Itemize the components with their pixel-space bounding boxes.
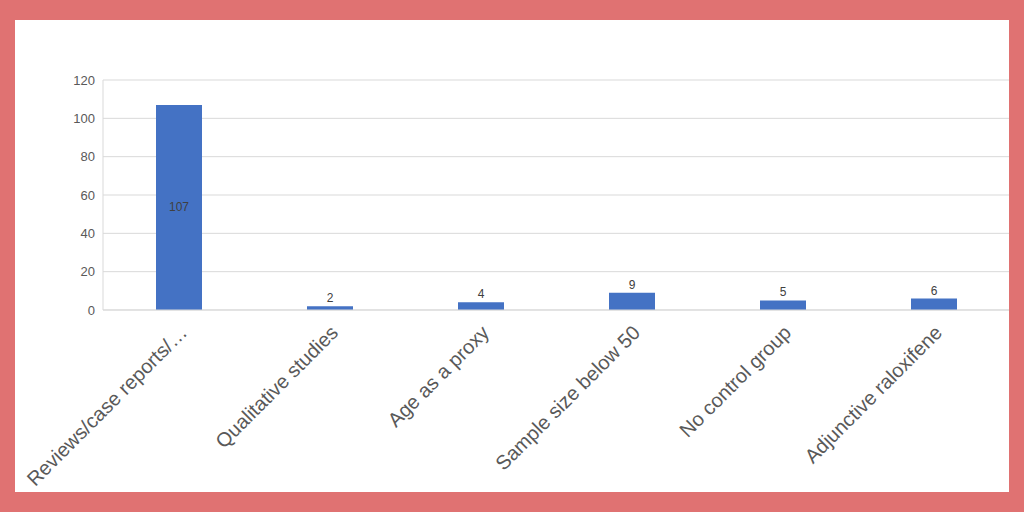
svg-text:No control group: No control group xyxy=(675,321,795,441)
svg-text:40: 40 xyxy=(81,226,95,241)
svg-text:60: 60 xyxy=(81,188,95,203)
svg-text:4: 4 xyxy=(478,287,485,301)
svg-text:120: 120 xyxy=(73,73,95,88)
svg-text:5: 5 xyxy=(780,285,787,299)
svg-text:80: 80 xyxy=(81,149,95,164)
svg-text:Sample size below 50: Sample size below 50 xyxy=(491,321,644,474)
svg-text:Age as a proxy: Age as a proxy xyxy=(383,321,493,431)
svg-text:Reviews/case reports/…: Reviews/case reports/… xyxy=(22,321,191,490)
svg-text:9: 9 xyxy=(629,278,636,292)
svg-text:20: 20 xyxy=(81,264,95,279)
svg-text:100: 100 xyxy=(73,111,95,126)
svg-text:2: 2 xyxy=(327,291,334,305)
svg-text:Adjunctive raloxifene: Adjunctive raloxifene xyxy=(800,321,946,467)
svg-text:6: 6 xyxy=(931,284,938,298)
svg-text:0: 0 xyxy=(88,303,95,318)
svg-text:107: 107 xyxy=(169,200,189,214)
svg-text:Qualitative studies: Qualitative studies xyxy=(211,321,342,452)
